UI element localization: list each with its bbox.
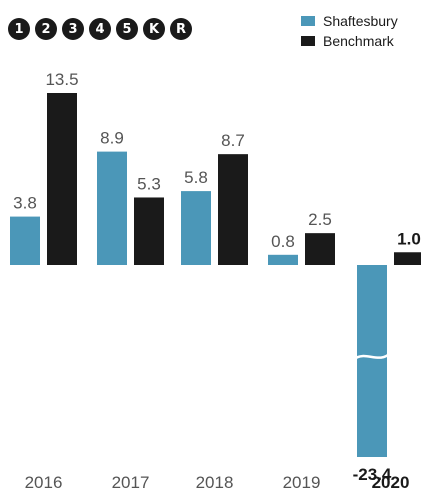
badge-r[interactable]: R	[170, 18, 192, 40]
legend-item-shaftesbury: Shaftesbury	[301, 11, 398, 31]
legend-label-shaftesbury: Shaftesbury	[323, 13, 398, 29]
x-tick-label-2018: 2018	[196, 473, 234, 492]
bar-shaftesbury-2020	[357, 265, 387, 457]
badge-1[interactable]: 1	[8, 18, 30, 40]
data-label-shaftesbury-2018: 5.8	[184, 168, 208, 187]
badge-k[interactable]: K	[143, 18, 165, 40]
bar-benchmark-2017	[134, 197, 164, 265]
bar-shaftesbury-2017	[97, 151, 127, 265]
data-label-benchmark-2018: 8.7	[221, 131, 245, 150]
x-tick-label-2020: 2020	[372, 473, 410, 492]
badge-3[interactable]: 3	[62, 18, 84, 40]
x-tick-label-2016: 2016	[25, 473, 63, 492]
bar-benchmark-2019	[305, 233, 335, 265]
axis-break-mark	[353, 352, 391, 361]
bar-shaftesbury-2016	[10, 216, 40, 265]
x-tick-label-2019: 2019	[283, 473, 321, 492]
data-label-benchmark-2016: 13.5	[45, 70, 78, 89]
bar-benchmark-2020	[394, 252, 421, 265]
badge-4[interactable]: 4	[89, 18, 111, 40]
bar-benchmark-2018	[218, 154, 248, 265]
bar-benchmark-2016	[47, 93, 77, 265]
x-tick-label-2017: 2017	[112, 473, 150, 492]
data-label-benchmark-2020: 1.0	[397, 229, 421, 248]
legend-swatch-benchmark	[301, 36, 315, 46]
data-label-shaftesbury-2020: -23.4	[353, 465, 392, 484]
bar-shaftesbury-2018	[181, 191, 211, 265]
chart-legend: Shaftesbury Benchmark	[301, 11, 398, 51]
badge-5[interactable]: 5	[116, 18, 138, 40]
bar-shaftesbury-2019	[268, 254, 298, 265]
data-label-shaftesbury-2017: 8.9	[100, 129, 124, 148]
badge-row: 1 2 3 4 5 K R	[8, 18, 192, 40]
legend-label-benchmark: Benchmark	[323, 33, 394, 49]
data-label-shaftesbury-2016: 3.8	[13, 194, 37, 213]
data-label-benchmark-2019: 2.5	[308, 210, 332, 229]
legend-item-benchmark: Benchmark	[301, 31, 398, 51]
data-label-benchmark-2017: 5.3	[137, 174, 161, 193]
legend-swatch-shaftesbury	[301, 16, 315, 26]
data-label-shaftesbury-2019: 0.8	[271, 232, 295, 251]
badge-2[interactable]: 2	[35, 18, 57, 40]
